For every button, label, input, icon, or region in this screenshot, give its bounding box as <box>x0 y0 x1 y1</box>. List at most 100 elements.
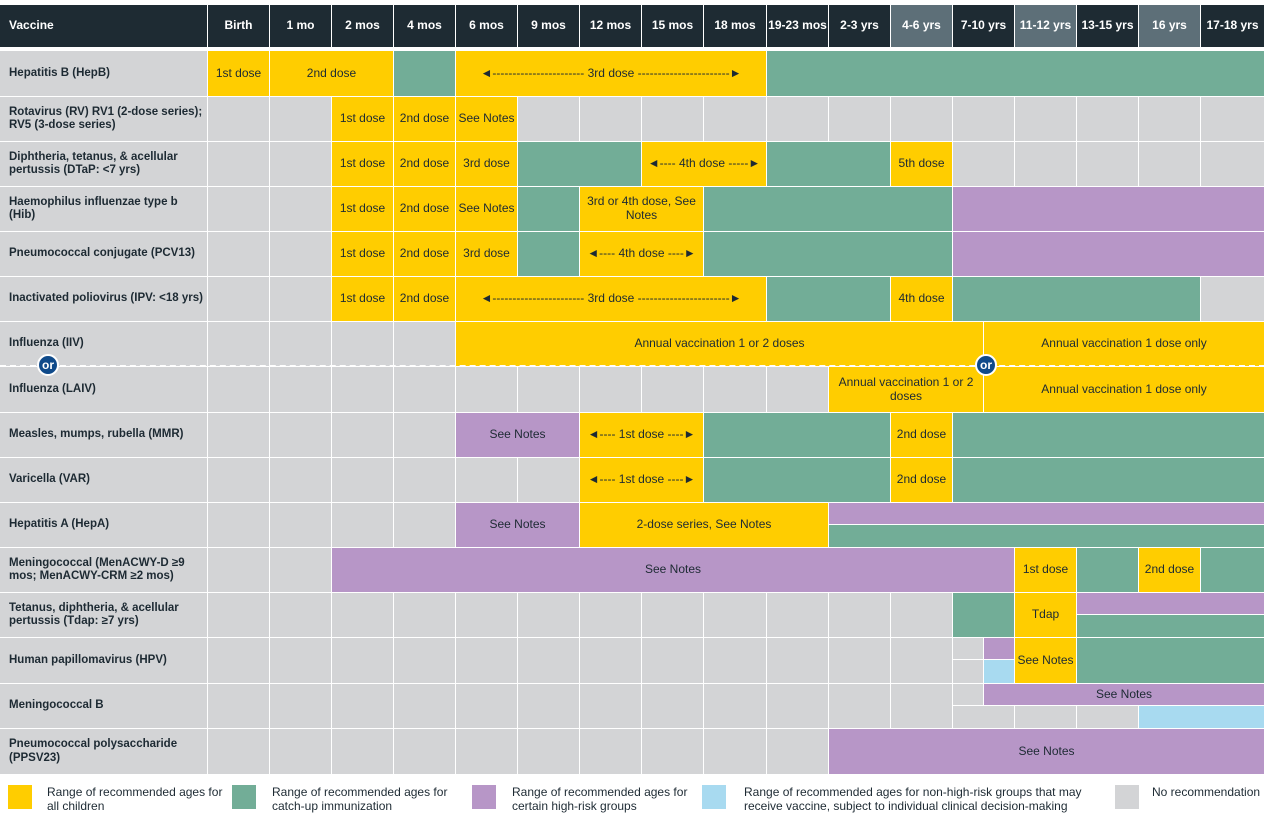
cell-label: Human papillomavirus (HPV) <box>9 653 167 666</box>
schedule-cell <box>518 638 579 683</box>
vaccine-name-2: Diphtheria, tetanus, & acellular pertuss… <box>0 142 207 186</box>
schedule-cell <box>953 638 983 659</box>
or-label: or <box>980 358 992 372</box>
header-vaccine: Vaccine <box>0 5 207 47</box>
schedule-cell: 2-dose series, See Notes <box>580 503 828 547</box>
legend-swatch <box>8 785 32 809</box>
cell-label: 1st dose <box>339 291 386 306</box>
schedule-cell <box>829 97 890 141</box>
vaccine-name-13: Human papillomavirus (HPV) <box>0 638 207 683</box>
schedule-cell: ◄----------------------- 3rd dose ------… <box>456 277 766 321</box>
schedule-cell: Annual vaccination 1 dose only <box>984 367 1264 412</box>
vaccine-name-15: Pneumococcal polysaccharide (PPSV23) <box>0 729 207 774</box>
schedule-cell <box>456 729 517 774</box>
schedule-cell: 2nd dose <box>1139 548 1200 592</box>
cell-label: Diphtheria, tetanus, & acellular pertuss… <box>9 150 178 176</box>
schedule-cell: ◄---- 4th dose ----► <box>580 232 703 276</box>
legend-label: Range of recommended ages for non-high-r… <box>744 785 1082 814</box>
schedule-cell <box>953 187 1264 231</box>
cell-label: See Notes <box>1018 743 1075 758</box>
cell-label: Measles, mumps, rubella (MMR) <box>9 428 184 441</box>
schedule-cell <box>1201 277 1264 321</box>
header-age-9: 19-23 mos <box>767 5 828 47</box>
cell-label: ◄---- 4th dose ----► <box>587 246 696 261</box>
schedule-cell <box>332 367 393 412</box>
cell-label: See Notes <box>1017 652 1074 667</box>
schedule-cell <box>953 458 1264 502</box>
schedule-cell <box>518 97 579 141</box>
schedule-cell <box>332 638 393 683</box>
schedule-cell <box>767 684 828 728</box>
cell-label: Pneumococcal conjugate (PCV13) <box>9 247 195 260</box>
schedule-cell <box>394 51 455 96</box>
schedule-cell <box>953 660 983 683</box>
schedule-cell <box>1077 97 1138 141</box>
schedule-cell <box>767 729 828 774</box>
schedule-cell <box>953 277 1200 321</box>
header-age-0: Birth <box>208 5 269 47</box>
schedule-cell <box>208 729 269 774</box>
schedule-cell <box>580 729 641 774</box>
cell-label: ◄---- 1st dose ----► <box>587 472 696 487</box>
schedule-cell <box>456 593 517 637</box>
schedule-cell <box>208 367 269 412</box>
cell-label: 2nd dose <box>399 201 450 216</box>
cell-label: 1 mo <box>286 18 315 33</box>
cell-label: 4th dose <box>898 291 945 306</box>
cell-label: Meningococcal B <box>9 699 104 712</box>
schedule-cell <box>1015 706 1076 728</box>
legend-label: No recommendation <box>1152 785 1261 799</box>
vaccine-name-6: Influenza (IIV) <box>0 322 207 366</box>
header-age-13: 11-12 yrs <box>1015 5 1076 47</box>
schedule-cell <box>953 142 1014 186</box>
cell-label: Hepatitis B (HepB) <box>9 66 110 79</box>
cell-label: 2nd dose <box>306 65 357 80</box>
schedule-cell: 1st dose <box>332 232 393 276</box>
cell-label: 6 mos <box>469 18 504 33</box>
schedule-cell <box>394 322 455 366</box>
vaccine-name-14: Meningococcal B <box>0 684 207 728</box>
vaccine-name-3: Haemophilus influenzae type b (Hib) <box>0 187 207 231</box>
cell-label: ◄----------------------- 3rd dose ------… <box>480 65 742 80</box>
schedule-cell: 1st dose <box>332 277 393 321</box>
schedule-cell <box>704 729 766 774</box>
schedule-cell: Annual vaccination 1 dose only <box>984 322 1264 366</box>
schedule-cell: See Notes <box>332 548 1014 592</box>
schedule-cell <box>208 593 269 637</box>
legend-label: Range of recommended ages for catch-up i… <box>272 785 448 814</box>
schedule-cell <box>984 660 1014 683</box>
schedule-cell: Tdap <box>1015 593 1076 637</box>
legend-swatch <box>472 785 496 809</box>
schedule-cell <box>891 593 952 637</box>
schedule-cell <box>208 232 269 276</box>
schedule-cell <box>394 593 455 637</box>
schedule-cell <box>704 458 890 502</box>
schedule-cell <box>208 142 269 186</box>
schedule-cell <box>394 638 455 683</box>
schedule-cell <box>767 593 828 637</box>
cell-label: Pneumococcal polysaccharide (PPSV23) <box>9 738 178 764</box>
cell-label: 4-6 yrs <box>902 18 941 33</box>
schedule-cell: 1st dose <box>1015 548 1076 592</box>
schedule-cell <box>642 638 703 683</box>
schedule-cell: 5th dose <box>891 142 952 186</box>
schedule-cell: Annual vaccination 1 or 2 doses <box>456 322 983 366</box>
schedule-cell <box>704 684 766 728</box>
schedule-cell <box>704 187 952 231</box>
schedule-cell: 2nd dose <box>270 51 393 96</box>
schedule-cell <box>208 187 269 231</box>
schedule-cell <box>208 97 269 141</box>
schedule-cell <box>208 458 269 502</box>
schedule-cell <box>332 729 393 774</box>
schedule-cell <box>394 367 455 412</box>
schedule-cell <box>642 684 703 728</box>
schedule-cell <box>891 684 952 728</box>
schedule-cell: Annual vaccination 1 or 2 doses <box>829 367 983 412</box>
schedule-cell: 1st dose <box>332 97 393 141</box>
cell-label: 1st dose <box>1022 562 1069 577</box>
schedule-cell <box>1139 142 1200 186</box>
cell-label: See Notes <box>644 562 702 577</box>
schedule-cell: See Notes <box>456 97 517 141</box>
header-age-12: 7-10 yrs <box>953 5 1014 47</box>
header-age-10: 2-3 yrs <box>829 5 890 47</box>
